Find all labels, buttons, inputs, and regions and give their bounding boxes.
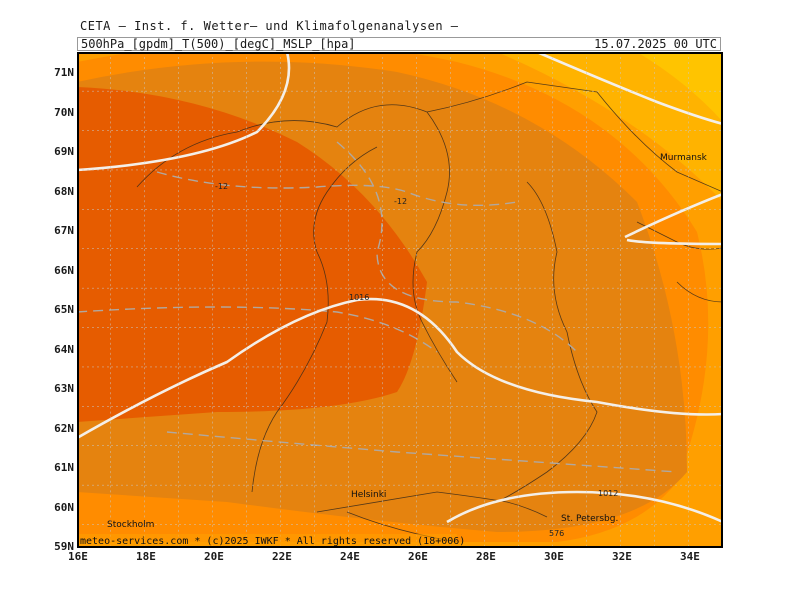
lat-label-69n: 69N [54, 145, 74, 158]
valid-time: 15.07.2025 00 UTC [594, 37, 717, 51]
city-helsinki: Helsinki [351, 490, 386, 500]
lon-label-18e: 18E [136, 550, 156, 563]
lon-label-32e: 32E [612, 550, 632, 563]
lon-label-34e: 34E [680, 550, 700, 563]
city-stockholm: Stockholm [107, 520, 154, 530]
lon-label-28e: 28E [476, 550, 496, 563]
lon-label-26e: 26E [408, 550, 428, 563]
lon-label-16e: 16E [68, 550, 88, 563]
lon-label-20e: 20E [204, 550, 224, 563]
lon-label-30e: 30E [544, 550, 564, 563]
product-header-bar: 500hPa_[gpdm]_T(500)_[degC]_MSLP_[hpa] 1… [77, 37, 721, 51]
product-description: 500hPa_[gpdm]_T(500)_[degC]_MSLP_[hpa] [81, 37, 356, 51]
lat-label-66n: 66N [54, 264, 74, 277]
lat-label-70n: 70N [54, 106, 74, 119]
footer-background [77, 534, 457, 546]
chart-title: CETA – Inst. f. Wetter– und Klimafolgena… [80, 19, 459, 33]
city-st-petersburg: St. Petersbg. [561, 514, 618, 524]
lat-label-62n: 62N [54, 422, 74, 435]
pressure-label-a: 1016 [349, 293, 369, 302]
lon-label-24e: 24E [340, 550, 360, 563]
lat-label-71n: 71N [54, 66, 74, 79]
lat-label-61n: 61N [54, 461, 74, 474]
lat-label-63n: 63N [54, 382, 74, 395]
graticule [77, 52, 723, 548]
lat-label-68n: 68N [54, 185, 74, 198]
small-red-label: 576 [549, 529, 564, 538]
lon-label-22e: 22E [272, 550, 292, 563]
city-murmansk: Murmansk [660, 153, 708, 163]
temp-label-b: -12 [394, 197, 407, 206]
map-frame [77, 52, 723, 548]
copyright-footer: meteo-services.com * (c)2025 IWKF * All … [80, 536, 465, 547]
lat-label-65n: 65N [54, 303, 74, 316]
lat-label-67n: 67N [54, 224, 74, 237]
pressure-label-b: 1012 [598, 489, 618, 498]
lat-label-59n: 59N [54, 540, 74, 553]
temp-label-a: -12 [215, 182, 228, 191]
map-svg: -12 -12 1016 1012 576 Murmansk Helsinki … [77, 52, 723, 548]
lat-label-60n: 60N [54, 501, 74, 514]
weather-map: -12 -12 1016 1012 576 Murmansk Helsinki … [77, 52, 723, 548]
lat-label-64n: 64N [54, 343, 74, 356]
